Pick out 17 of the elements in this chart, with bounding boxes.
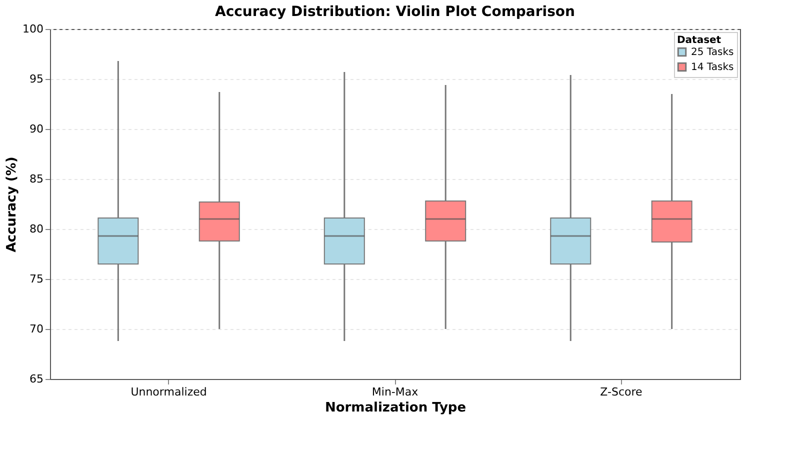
y-axis-title: Accuracy (%) [4,156,20,252]
y-tick-label: 65 [30,372,44,386]
y-tick-label: 90 [30,122,44,136]
y-tick-label: 75 [30,272,44,286]
y-tick-label: 100 [22,22,44,36]
x-tick-label: Unnormalized [130,386,207,398]
legend-label: 25 Tasks [691,47,734,58]
y-tick-label: 80 [30,222,44,236]
x-axis-title: Normalization Type [324,400,466,416]
x-tick-label: Z-Score [600,386,643,398]
legend-label: 14 Tasks [691,62,734,73]
y-tick-label: 95 [30,72,44,86]
chart-title: Accuracy Distribution: Violin Plot Comparison [215,4,575,20]
x-tick-label: Min-Max [372,386,419,398]
y-tick-label: 70 [30,322,44,336]
legend-title: Dataset [677,35,722,46]
y-tick-label: 85 [30,172,44,186]
